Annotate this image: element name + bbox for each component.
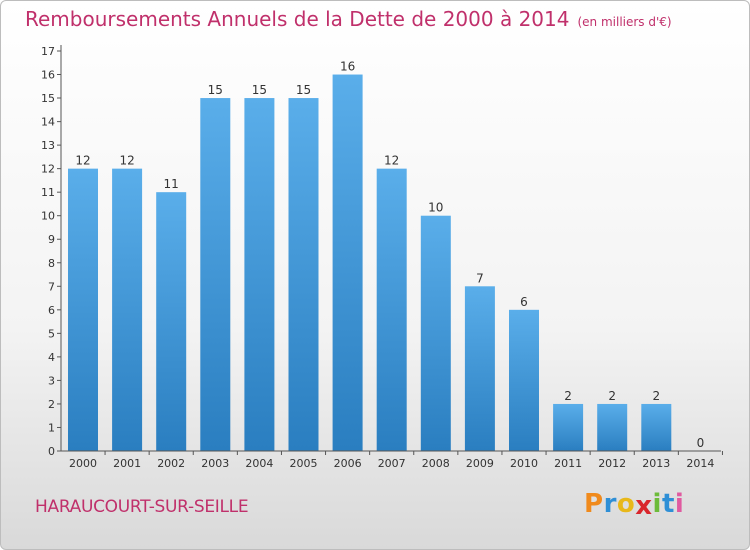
x-tick-label: 2004 [245, 457, 273, 470]
x-tick-label: 2013 [642, 457, 670, 470]
data-label: 2 [608, 389, 616, 403]
chart-subtitle: (en milliers d'€) [577, 15, 672, 29]
x-tick-label: 2012 [598, 457, 626, 470]
x-tick-label: 2001 [113, 457, 141, 470]
data-label: 15 [208, 83, 223, 97]
x-tick-label: 2009 [466, 457, 494, 470]
y-tick-label: 1 [48, 421, 55, 434]
bar-2005 [288, 98, 319, 451]
x-tick-label: 2007 [378, 457, 406, 470]
data-label: 15 [296, 83, 311, 97]
data-label: 12 [119, 154, 134, 168]
y-tick-label: 9 [48, 233, 55, 246]
bar-2013 [641, 403, 672, 451]
y-tick-label: 0 [48, 445, 55, 458]
y-tick-label: 4 [48, 351, 55, 364]
chart-title-text: Remboursements Annuels de la Dette de 20… [25, 7, 570, 31]
data-label: 16 [340, 60, 355, 74]
bar-2007 [376, 168, 407, 451]
bar-2000 [68, 168, 98, 451]
chart-title: Remboursements Annuels de la Dette de 20… [25, 7, 672, 31]
bar-2004 [244, 98, 275, 451]
bar-2012 [597, 403, 628, 451]
bar-2011 [553, 403, 584, 451]
x-tick-label: 2003 [201, 457, 229, 470]
data-label: 7 [476, 271, 484, 285]
y-tick-label: 11 [41, 186, 55, 199]
y-tick-label: 3 [48, 374, 55, 387]
bars-group: 12 12 11 15 15 15 16 12 10 7 6 2 2 2 0 [68, 60, 705, 452]
y-tick-label: 14 [41, 116, 55, 129]
logo-letter: x [635, 491, 653, 521]
y-tick-label: 17 [41, 45, 55, 58]
x-tick-label: 2011 [554, 457, 582, 470]
proxiti-logo[interactable]: Proxiti [584, 489, 685, 521]
x-tick-label: 2006 [334, 457, 362, 470]
logo-letter: o [616, 489, 636, 519]
y-tick-label: 6 [48, 304, 55, 317]
data-label: 2 [564, 389, 572, 403]
y-tick-label: 16 [41, 69, 55, 82]
y-tick-label: 12 [41, 163, 55, 176]
y-tick-label: 10 [41, 210, 55, 223]
logo-letter: i [674, 489, 685, 519]
commune-name: HARAUCOURT-SUR-SEILLE [35, 497, 249, 517]
x-tick-label: 2005 [290, 457, 318, 470]
data-label: 2 [652, 389, 660, 403]
bar-2001 [112, 168, 143, 451]
y-tick-label: 13 [41, 139, 55, 152]
y-tick-label: 15 [41, 92, 55, 105]
x-tick-label: 2008 [422, 457, 450, 470]
data-label: 10 [428, 201, 443, 215]
bar-2008 [420, 215, 451, 451]
bar-2002 [156, 192, 187, 452]
logo-letter: r [603, 489, 617, 519]
y-tick-label: 8 [48, 257, 55, 270]
logo-letter: t [661, 489, 675, 519]
logo-letter: P [584, 489, 604, 519]
data-label: 11 [164, 177, 179, 191]
data-label: 0 [697, 436, 705, 450]
data-label: 15 [252, 83, 267, 97]
bar-2009 [464, 286, 495, 451]
y-tick-label: 2 [48, 398, 55, 411]
y-tick-label: 7 [48, 280, 55, 293]
y-tick-label: 5 [48, 327, 55, 340]
bar-2003 [200, 98, 231, 451]
x-tick-label: 2014 [686, 457, 714, 470]
data-label: 6 [520, 295, 528, 309]
data-label: 12 [75, 154, 90, 168]
x-tick-label: 2010 [510, 457, 538, 470]
logo-letter: i [652, 489, 662, 519]
bar-2006 [332, 74, 363, 451]
data-label: 12 [384, 154, 399, 168]
bar-2010 [509, 309, 539, 451]
x-tick-label: 2002 [157, 457, 185, 470]
x-tick-label: 2000 [69, 457, 97, 470]
